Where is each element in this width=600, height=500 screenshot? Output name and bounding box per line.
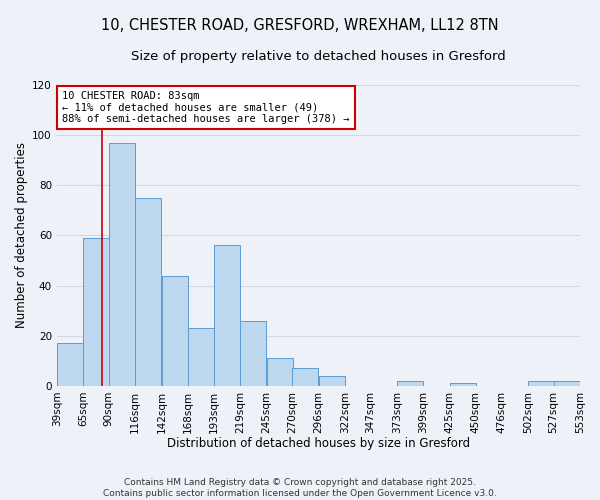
Bar xyxy=(136,198,161,386)
Bar xyxy=(57,343,83,386)
Text: Contains HM Land Registry data © Crown copyright and database right 2025.
Contai: Contains HM Land Registry data © Crown c… xyxy=(103,478,497,498)
Title: Size of property relative to detached houses in Gresford: Size of property relative to detached ho… xyxy=(131,50,506,63)
Text: 10, CHESTER ROAD, GRESFORD, WREXHAM, LL12 8TN: 10, CHESTER ROAD, GRESFORD, WREXHAM, LL1… xyxy=(101,18,499,32)
Bar xyxy=(188,328,214,386)
Bar xyxy=(554,381,580,386)
Text: 10 CHESTER ROAD: 83sqm
← 11% of detached houses are smaller (49)
88% of semi-det: 10 CHESTER ROAD: 83sqm ← 11% of detached… xyxy=(62,91,350,124)
Bar xyxy=(162,276,188,386)
Bar xyxy=(528,381,554,386)
Bar xyxy=(214,246,240,386)
Bar xyxy=(397,381,423,386)
Y-axis label: Number of detached properties: Number of detached properties xyxy=(15,142,28,328)
Bar xyxy=(266,358,293,386)
Bar xyxy=(319,376,345,386)
Bar xyxy=(109,142,135,386)
Bar xyxy=(450,384,476,386)
Bar xyxy=(240,320,266,386)
Bar xyxy=(292,368,318,386)
Bar xyxy=(83,238,110,386)
X-axis label: Distribution of detached houses by size in Gresford: Distribution of detached houses by size … xyxy=(167,437,470,450)
